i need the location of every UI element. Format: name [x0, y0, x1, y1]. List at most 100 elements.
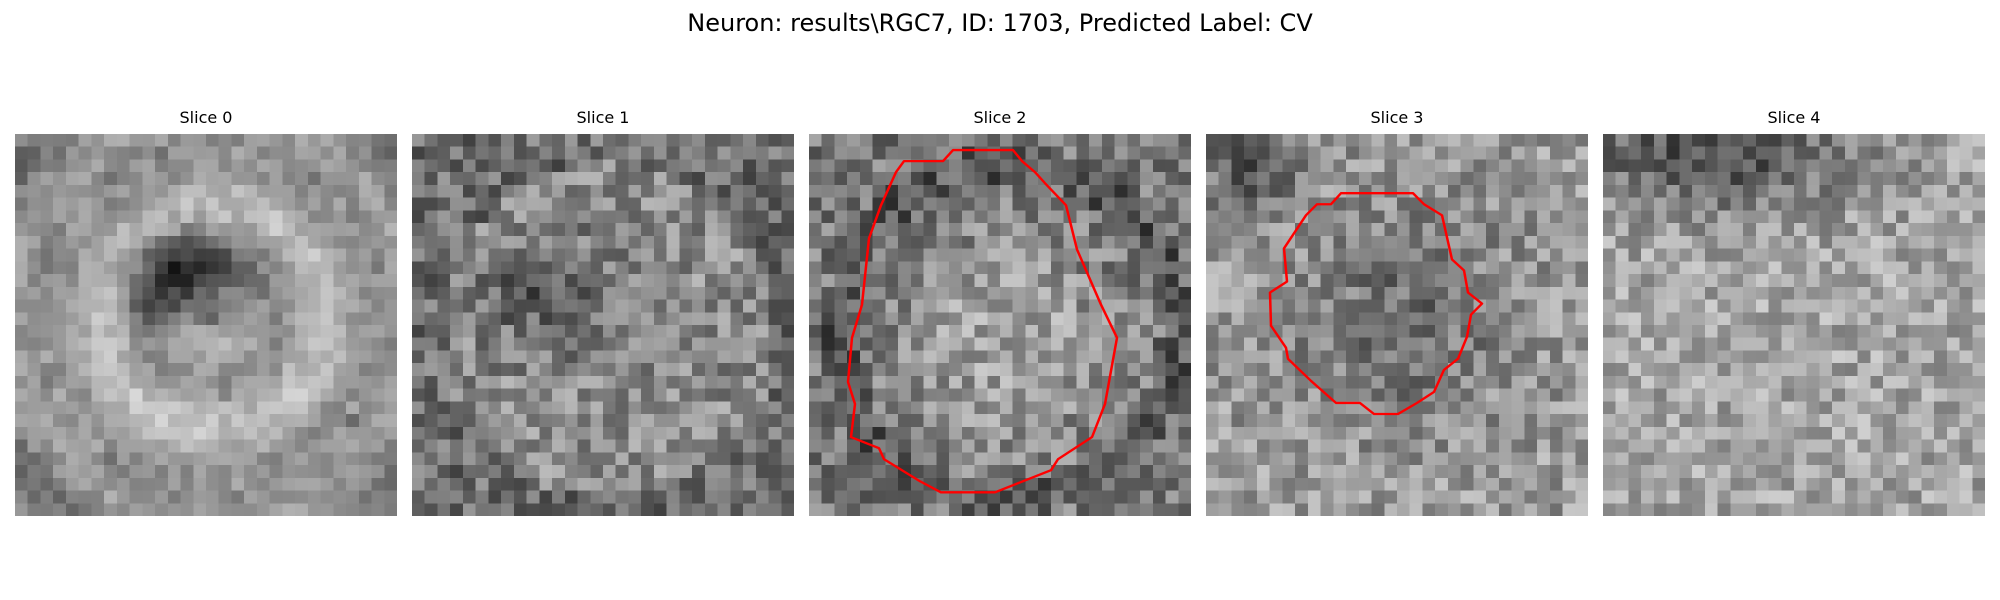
pixel-cell	[412, 146, 425, 160]
pixel-cell	[1575, 210, 1588, 224]
pixel-cell	[1076, 325, 1090, 338]
pixel-cell	[27, 235, 41, 249]
pixel-cell	[885, 197, 899, 211]
pixel-cell	[475, 325, 489, 338]
pixel-cell	[1486, 439, 1500, 453]
pixel-cell	[256, 159, 270, 173]
pixel-cell	[384, 197, 397, 211]
pixel-cell	[462, 248, 476, 262]
pixel-cell	[1218, 299, 1232, 313]
pixel-cell	[1114, 134, 1128, 147]
pixel-cell	[1206, 159, 1219, 173]
pixel-cell	[1206, 465, 1219, 479]
pixel-cell	[1524, 363, 1538, 377]
pixel-cell	[475, 197, 489, 211]
pixel-cell	[1460, 274, 1474, 288]
pixel-cell	[307, 452, 321, 466]
pixel-cell	[180, 223, 194, 237]
pixel-cell	[1422, 274, 1436, 288]
pixel-cell	[1895, 223, 1909, 237]
pixel-cell	[704, 388, 718, 402]
pixel-cell	[859, 134, 873, 147]
pixel-cell	[116, 388, 130, 402]
pixel-cell	[1218, 401, 1232, 415]
pixel-cell	[104, 363, 118, 377]
pixel-cell	[65, 375, 79, 389]
pixel-cell	[1603, 477, 1616, 491]
pixel-cell	[1921, 337, 1935, 351]
pixel-cell	[910, 248, 924, 262]
pixel-cell	[1089, 261, 1103, 275]
pixel-cell	[603, 248, 616, 262]
pixel-cell	[1371, 146, 1385, 160]
pixel-cell	[1819, 134, 1833, 147]
pixel-cell	[1473, 503, 1487, 516]
pixel-cell	[936, 261, 950, 275]
pixel-cell	[269, 172, 283, 186]
pixel-cell	[1114, 388, 1128, 402]
pixel-cell	[104, 286, 118, 300]
pixel-cell	[167, 388, 181, 402]
pixel-cell	[53, 286, 67, 300]
pixel-cell	[116, 503, 130, 516]
pixel-cell	[269, 299, 283, 313]
pixel-cell	[885, 477, 899, 491]
pixel-cell	[1895, 248, 1909, 262]
pixel-cell	[269, 325, 283, 338]
pixel-cell	[1934, 261, 1948, 275]
pixel-cell	[1486, 286, 1500, 300]
pixel-cell	[628, 375, 642, 389]
pixel-cell	[244, 414, 258, 428]
pixel-cell	[768, 248, 782, 262]
pixel-cell	[206, 465, 219, 479]
pixel-cell	[1012, 248, 1026, 262]
pixel-cell	[847, 172, 861, 186]
pixel-cell	[936, 388, 950, 402]
pixel-cell	[1025, 363, 1039, 377]
pixel-cell	[1615, 363, 1629, 377]
pixel-cell	[1883, 477, 1897, 491]
pixel-cell	[1178, 312, 1191, 326]
pixel-cell	[936, 503, 950, 516]
pixel-cell	[1692, 350, 1706, 364]
pixel-cell	[1832, 223, 1846, 237]
pixel-cell	[1244, 465, 1258, 479]
pixel-cell	[346, 337, 360, 351]
pixel-cell	[358, 426, 372, 440]
pixel-cell	[206, 325, 219, 338]
pixel-cell	[1666, 426, 1680, 440]
pixel-cell	[1537, 388, 1551, 402]
pixel-cell	[666, 274, 680, 288]
pixel-cell	[1140, 477, 1154, 491]
pixel-cell	[269, 350, 283, 364]
pixel-cell	[1934, 414, 1948, 428]
pixel-cell	[1781, 299, 1795, 313]
pixel-cell	[1333, 363, 1347, 377]
pixel-cell	[488, 388, 502, 402]
pixel-cell	[384, 401, 397, 415]
pixel-cell	[1755, 274, 1769, 288]
pixel-cell	[1562, 146, 1576, 160]
pixel-cell	[1000, 465, 1013, 479]
pixel-cell	[1371, 286, 1385, 300]
pixel-cell	[1959, 184, 1973, 198]
pixel-cell	[885, 299, 899, 313]
pixel-cell	[1320, 172, 1334, 186]
pixel-cell	[244, 363, 258, 377]
pixel-cell	[1743, 235, 1757, 249]
pixel-cell	[1231, 414, 1245, 428]
pixel-cell	[679, 159, 693, 173]
pixel-cell	[1768, 235, 1782, 249]
pixel-cell	[116, 261, 130, 275]
pixel-cell	[1295, 490, 1309, 504]
pixel-cell	[809, 350, 822, 364]
pixel-cell	[1295, 274, 1309, 288]
pixel-cell	[282, 146, 296, 160]
pixel-cell	[961, 248, 975, 262]
pixel-cell	[1140, 325, 1154, 338]
pixel-cell	[1641, 401, 1655, 415]
pixel-cell	[91, 286, 105, 300]
pixel-cell	[768, 134, 782, 147]
pixel-cell	[653, 452, 667, 466]
pixel-cell	[1435, 401, 1449, 415]
